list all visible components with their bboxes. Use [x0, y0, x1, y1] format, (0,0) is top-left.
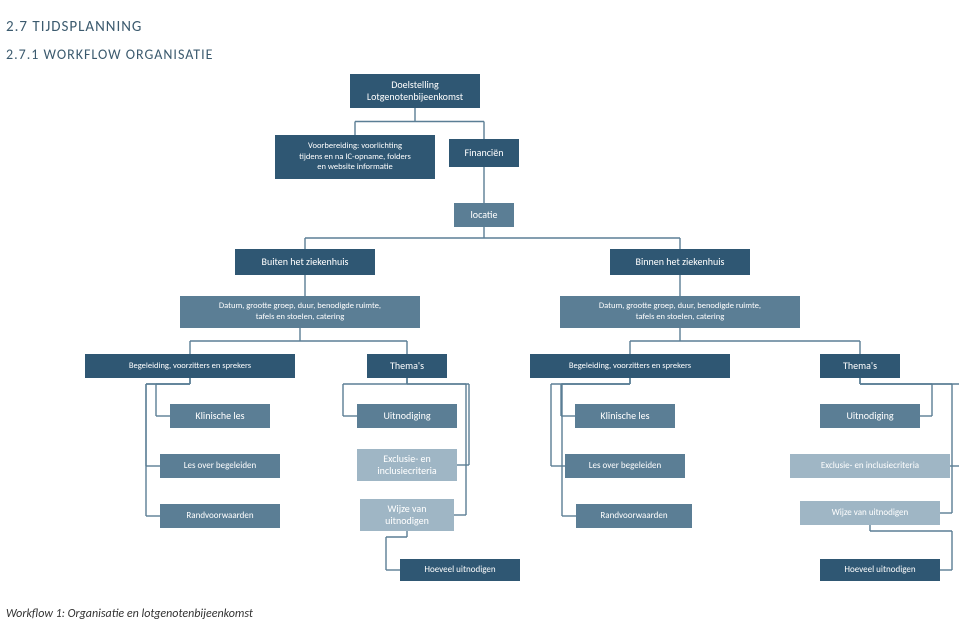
subsection-number-title: 2.7.1 WORKFLOW ORGANISATIE	[6, 46, 953, 63]
node-dgR: Datum, grootte groep, duur, benodigde ru…	[560, 296, 800, 328]
node-loc: locatie	[454, 203, 514, 227]
node-prep: Voorbereiding: voorlichtingtijdens en na…	[275, 135, 435, 179]
node-fin: Financiën	[449, 139, 519, 167]
workflow-diagram: DoelstellingLotgenotenbijeenkomst Voorber…	[0, 69, 959, 599]
node-rvL: Randvoorwaarden	[160, 504, 280, 528]
node-huR: Hoeveel uitnodigen	[820, 559, 940, 581]
node-root: DoelstellingLotgenotenbijeenkomst	[350, 74, 480, 108]
node-huL: Hoeveel uitnodigen	[400, 559, 520, 581]
node-klR: Klinische les	[575, 404, 675, 428]
node-wvR: Wijze van uitnodigen	[800, 501, 940, 525]
figure-caption: Workflow 1: Organisatie en lotgenotenbij…	[0, 599, 959, 639]
node-excR: Exclusie- en inclusiecriteria	[790, 454, 950, 478]
node-inHosp: Binnen het ziekenhuis	[610, 249, 750, 275]
node-bvR: Begeleiding, voorzitters en sprekers	[530, 354, 730, 378]
node-wvL: Wijze vanuitnodigen	[360, 499, 454, 531]
node-lobR: Les over begeleiden	[565, 454, 685, 478]
node-excL: Exclusie- eninclusiecriteria	[357, 449, 457, 481]
node-thR: Thema's	[820, 354, 900, 378]
node-lobL: Les over begeleiden	[160, 454, 280, 478]
section-number-title: 2.7 TIJDSPLANNING	[6, 18, 953, 36]
node-rvR: Randvoorwaarden	[576, 504, 692, 528]
node-uitL: Uitnodiging	[357, 404, 457, 428]
node-uitR: Uitnodiging	[820, 404, 920, 428]
node-klL: Klinische les	[170, 404, 270, 428]
node-outHosp: Buiten het ziekenhuis	[235, 249, 375, 275]
node-bvL: Begeleiding, voorzitters en sprekers	[85, 354, 295, 378]
node-dgL: Datum, grootte groep, duur, benodigde ru…	[180, 296, 420, 328]
node-thL: Thema's	[367, 354, 447, 378]
